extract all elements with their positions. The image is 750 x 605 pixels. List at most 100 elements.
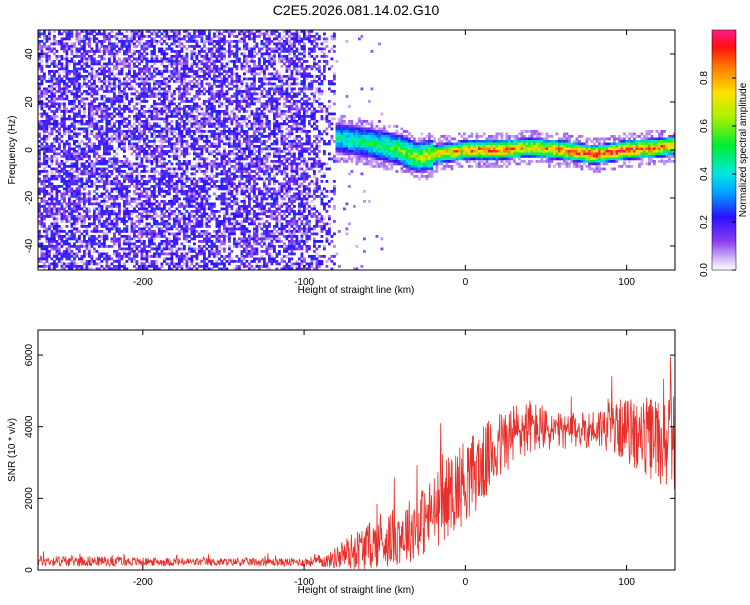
heatmap-cell: [228, 170, 231, 173]
heatmap-cell: [65, 192, 69, 196]
heatmap-cell: [200, 35, 204, 38]
heatmap-cell: [180, 75, 184, 78]
heatmap-cell: [213, 117, 216, 121]
heatmap-cell: [90, 197, 94, 201]
heatmap-cell: [63, 70, 66, 73]
heatmap-cell: [160, 200, 164, 203]
heatmap-cell: [228, 162, 231, 166]
heatmap-cell: [235, 145, 239, 148]
heatmap-cell: [133, 137, 136, 141]
heatmap-cell: [175, 37, 179, 41]
heatmap-cell: [70, 152, 74, 156]
heatmap-cell: [223, 235, 226, 238]
heatmap-cell: [188, 187, 191, 191]
heatmap-cell: [235, 50, 239, 53]
heatmap-cell: [175, 122, 179, 126]
heatmap-cell: [200, 127, 204, 131]
heatmap-cell: [183, 162, 186, 166]
heatmap-cell: [180, 257, 184, 261]
heatmap-cell: [40, 187, 44, 191]
heatmap-cell: [205, 220, 209, 223]
heatmap-cell: [110, 77, 114, 81]
heatmap-cell: [55, 162, 59, 166]
heatmap-cell: [143, 245, 146, 248]
heatmap-cell: [88, 155, 91, 158]
heatmap-cell: [68, 242, 71, 246]
heatmap-cell: [93, 170, 96, 173]
heatmap-cell: [205, 60, 209, 63]
heatmap-cell: [80, 37, 84, 41]
heatmap-cell: [185, 195, 189, 198]
heatmap-cell: [160, 232, 164, 236]
heatmap-cell: [118, 217, 121, 221]
heatmap-cell: [193, 247, 196, 251]
heatmap-cell: [135, 40, 139, 43]
heatmap-cell: [233, 137, 236, 141]
heatmap-cell: [140, 157, 144, 161]
heatmap-cell: [178, 140, 181, 143]
heatmap-cell: [55, 125, 59, 128]
heatmap-cell: [235, 100, 239, 103]
heatmap-cell: [125, 122, 129, 126]
heatmap-cell: [153, 132, 156, 136]
heatmap-cell: [175, 142, 179, 146]
heatmap-cell: [225, 85, 229, 88]
heatmap-cell: [68, 175, 71, 178]
heatmap-cell: [48, 125, 51, 128]
heatmap-cell: [53, 187, 56, 191]
heatmap-cell: [85, 150, 89, 153]
heatmap-cell: [153, 57, 156, 61]
heatmap-cell: [190, 125, 194, 128]
heatmap-cell: [183, 215, 186, 218]
heatmap-cell: [53, 60, 56, 63]
heatmap-cell: [108, 210, 111, 213]
heatmap-cell: [45, 135, 49, 138]
heatmap-cell: [73, 220, 76, 223]
heatmap-cell: [150, 60, 154, 63]
heatmap-cell: [100, 72, 104, 76]
heatmap-cell: [38, 62, 41, 66]
heatmap-cell: [203, 42, 206, 46]
heatmap-cell: [193, 132, 196, 136]
heatmap-cell: [68, 202, 71, 206]
heatmap-cell: [135, 90, 139, 93]
heatmap-cell: [145, 267, 149, 270]
heatmap-cell: [208, 152, 211, 156]
heatmap-cell: [58, 202, 61, 206]
heatmap-cell: [163, 220, 166, 223]
heatmap-cell: [78, 180, 81, 183]
heatmap-cell: [140, 227, 144, 231]
heatmap-cell: [170, 100, 174, 103]
heatmap-cell: [125, 92, 129, 96]
heatmap-cell: [223, 120, 226, 123]
heatmap-cell: [55, 200, 59, 203]
heatmap-cell: [138, 135, 141, 138]
heatmap-cell: [98, 77, 101, 81]
heatmap-cell: [170, 210, 174, 213]
heatmap-cell: [163, 65, 166, 68]
heatmap-cell: [200, 107, 204, 111]
heatmap-cell: [175, 107, 179, 111]
heatmap-cell: [225, 175, 229, 178]
heatmap-cell: [215, 90, 219, 93]
heatmap-cell: [110, 172, 114, 176]
heatmap-cell: [48, 255, 51, 258]
heatmap-cell: [213, 160, 216, 163]
heatmap-cell: [125, 137, 129, 141]
heatmap-cell: [173, 182, 176, 186]
heatmap-cell: [118, 122, 121, 126]
heatmap-cell: [225, 80, 229, 83]
heatmap-cell: [220, 47, 224, 51]
heatmap-cell: [48, 265, 51, 268]
heatmap-cell: [68, 215, 71, 218]
heatmap-cell: [110, 130, 114, 133]
heatmap-cell: [163, 110, 166, 113]
heatmap-cell: [83, 250, 86, 253]
heatmap-cell: [175, 185, 179, 188]
heatmap-cell: [108, 82, 111, 86]
heatmap-cell: [163, 222, 166, 226]
heatmap-cell: [175, 187, 179, 191]
heatmap-cell: [198, 232, 201, 236]
heatmap-cell: [225, 267, 229, 270]
heatmap-cell: [48, 150, 51, 153]
